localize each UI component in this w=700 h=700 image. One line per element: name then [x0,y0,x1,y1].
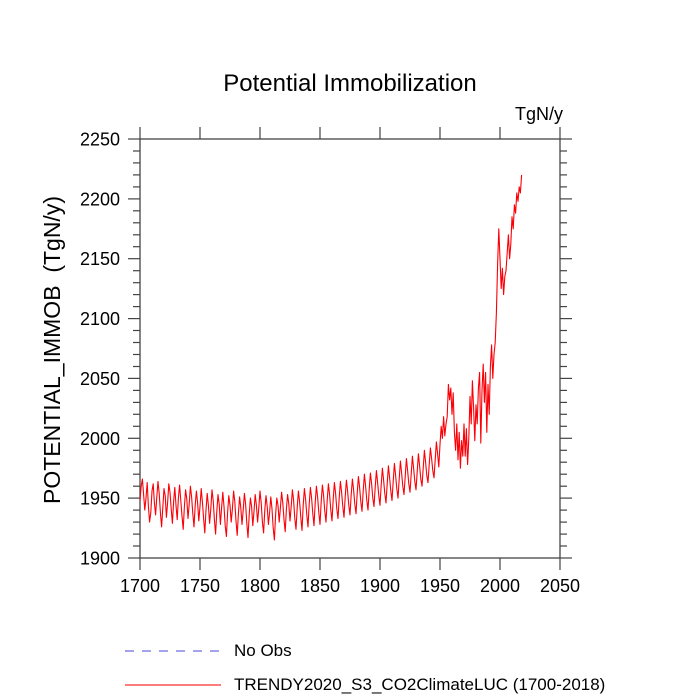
x-tick-label: 1900 [360,576,400,596]
legend-item-no-obs: No Obs [124,642,292,659]
x-tick-label: 1850 [300,576,340,596]
plot-frame [139,138,561,559]
legend-item-trendy: TRENDY2020_S3_CO2ClimateLUC (1700-2018) [124,676,605,693]
x-tick-label: 2050 [540,576,580,596]
trendy-solid-line-icon [125,683,221,686]
no-obs-dashed-line-icon [125,649,221,652]
x-tick-label: 1700 [120,576,160,596]
y-tick-label: 2200 [80,189,120,209]
chart-title: Potential Immobilization [223,70,477,97]
x-tick-label: 1750 [180,576,220,596]
y-tick-label: 1900 [80,549,120,569]
units-label: TgN/y [514,104,563,124]
x-tick-label: 1950 [420,576,460,596]
y-tick-label: 2150 [80,249,120,269]
x-tick-label: 2000 [480,576,520,596]
x-tick-label: 1800 [240,576,280,596]
y-tick-label: 1950 [80,489,120,509]
y-tick-label: 2100 [80,309,120,329]
y-tick-label: 2250 [80,130,120,150]
y-tick-label: 2000 [80,429,120,449]
legend-label-no-obs: No Obs [234,641,292,660]
y-tick-label: 2050 [80,369,120,389]
series-line-trendy [139,174,523,541]
legend-label-trendy: TRENDY2020_S3_CO2ClimateLUC (1700-2018) [234,675,606,694]
